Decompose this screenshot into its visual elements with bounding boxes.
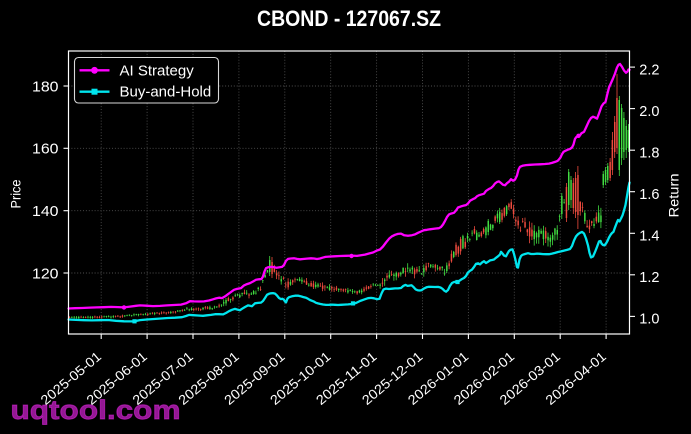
svg-text:120: 120	[32, 265, 59, 282]
svg-text:Buy-and-Hold: Buy-and-Hold	[120, 84, 212, 101]
svg-text:1.6: 1.6	[639, 186, 659, 203]
svg-text:Price: Price	[9, 180, 24, 209]
svg-text:Return: Return	[667, 174, 682, 218]
svg-text:180: 180	[32, 78, 59, 95]
svg-text:2.0: 2.0	[639, 103, 659, 120]
svg-text:1.4: 1.4	[639, 228, 659, 245]
svg-text:140: 140	[32, 203, 59, 220]
svg-text:uqtool.com: uqtool.com	[11, 395, 181, 425]
svg-text:AI Strategy: AI Strategy	[120, 62, 195, 79]
svg-text:1.2: 1.2	[639, 269, 659, 286]
svg-text:160: 160	[32, 141, 59, 158]
svg-text:1.8: 1.8	[639, 145, 659, 162]
svg-text:2.2: 2.2	[639, 61, 659, 78]
svg-text:1.0: 1.0	[639, 311, 659, 328]
svg-text:CBOND - 127067.SZ: CBOND - 127067.SZ	[257, 6, 441, 31]
